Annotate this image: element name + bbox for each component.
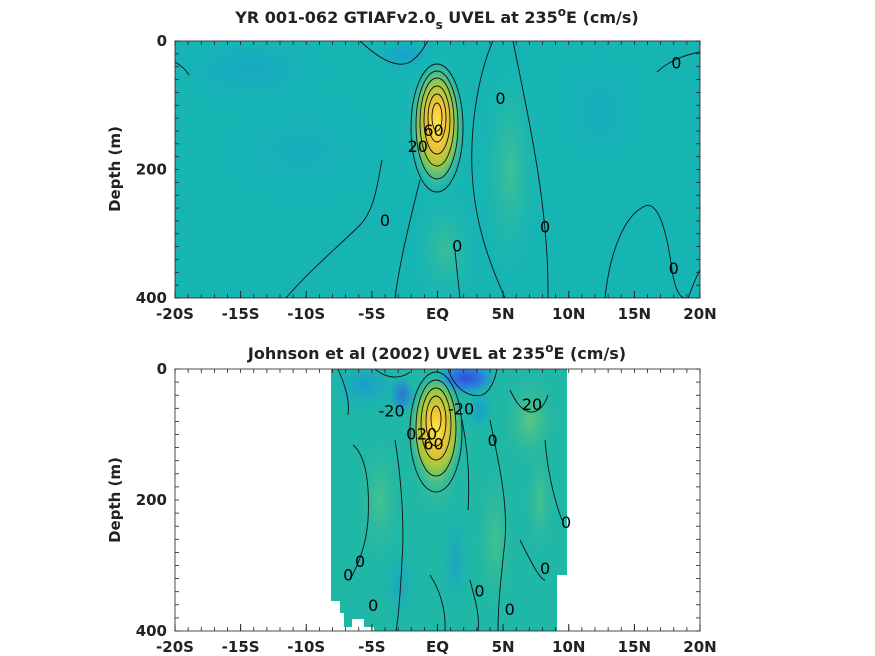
x-tick-label: 10N: [552, 305, 585, 323]
y-tick-label: 200: [136, 491, 167, 509]
x-tick-label: 15N: [618, 638, 651, 656]
contour-label: -20: [448, 400, 474, 419]
x-tick-label: 10N: [552, 638, 585, 656]
contour-label: -20: [378, 402, 404, 421]
title-top: YR 001-062 GTIAFv2.0s UVEL at 235oE (cm/…: [234, 5, 638, 32]
y-tick-label: 0: [157, 360, 167, 378]
ylabel-bottom: Depth (m): [106, 457, 124, 543]
x-tick-label: -20S: [156, 638, 194, 656]
contour-label: 0: [671, 53, 681, 72]
ylabel-top: Depth (m): [106, 126, 124, 212]
contour-label: 0: [495, 89, 505, 108]
contour-label: 0: [505, 600, 515, 619]
contour-label: 20: [522, 395, 542, 414]
contour-label: 0: [355, 552, 365, 571]
y-tick-label: 200: [136, 161, 167, 179]
x-tick-label: 5N: [492, 305, 515, 323]
y-tick-label: 400: [136, 289, 167, 307]
contour-label: 0: [452, 237, 462, 256]
x-tick-label: -15S: [222, 305, 260, 323]
contour-label: 0: [380, 211, 390, 230]
x-tick-label: 20N: [683, 638, 716, 656]
x-tick-label: -10S: [287, 305, 325, 323]
y-tick-label: 400: [136, 622, 167, 640]
y-tick-label: 0: [157, 32, 167, 50]
contour-label: 0: [669, 259, 679, 278]
contour-label: 0: [368, 596, 378, 615]
x-tick-label: -5S: [358, 638, 385, 656]
x-tick-label: 20N: [683, 305, 716, 323]
field-top: [175, 41, 700, 298]
x-tick-label: 5N: [492, 638, 515, 656]
x-tick-label: -15S: [222, 638, 260, 656]
field-bottom: [331, 369, 567, 631]
contour-label: 0: [474, 582, 484, 601]
x-tick-label: -5S: [358, 305, 385, 323]
contour-label: 60: [423, 434, 443, 453]
contour-label: 0: [540, 559, 550, 578]
contour-label: 20: [417, 425, 437, 444]
x-tick-label: EQ: [426, 638, 449, 656]
contour-label: 20: [408, 137, 428, 156]
contour-label: 0: [488, 431, 498, 450]
contour-label: 0: [406, 425, 416, 444]
x-tick-label: -20S: [156, 305, 194, 323]
x-tick-label: EQ: [426, 305, 449, 323]
contour-label: 0: [561, 513, 571, 532]
title-bottom: Johnson et al (2002) UVEL at 235oE (cm/s…: [247, 341, 626, 363]
contour-label: 0: [540, 217, 550, 236]
contour-label: 0: [343, 565, 353, 584]
x-tick-label: 15N: [618, 305, 651, 323]
contour-label: 60: [423, 121, 443, 140]
x-tick-label: -10S: [287, 638, 325, 656]
